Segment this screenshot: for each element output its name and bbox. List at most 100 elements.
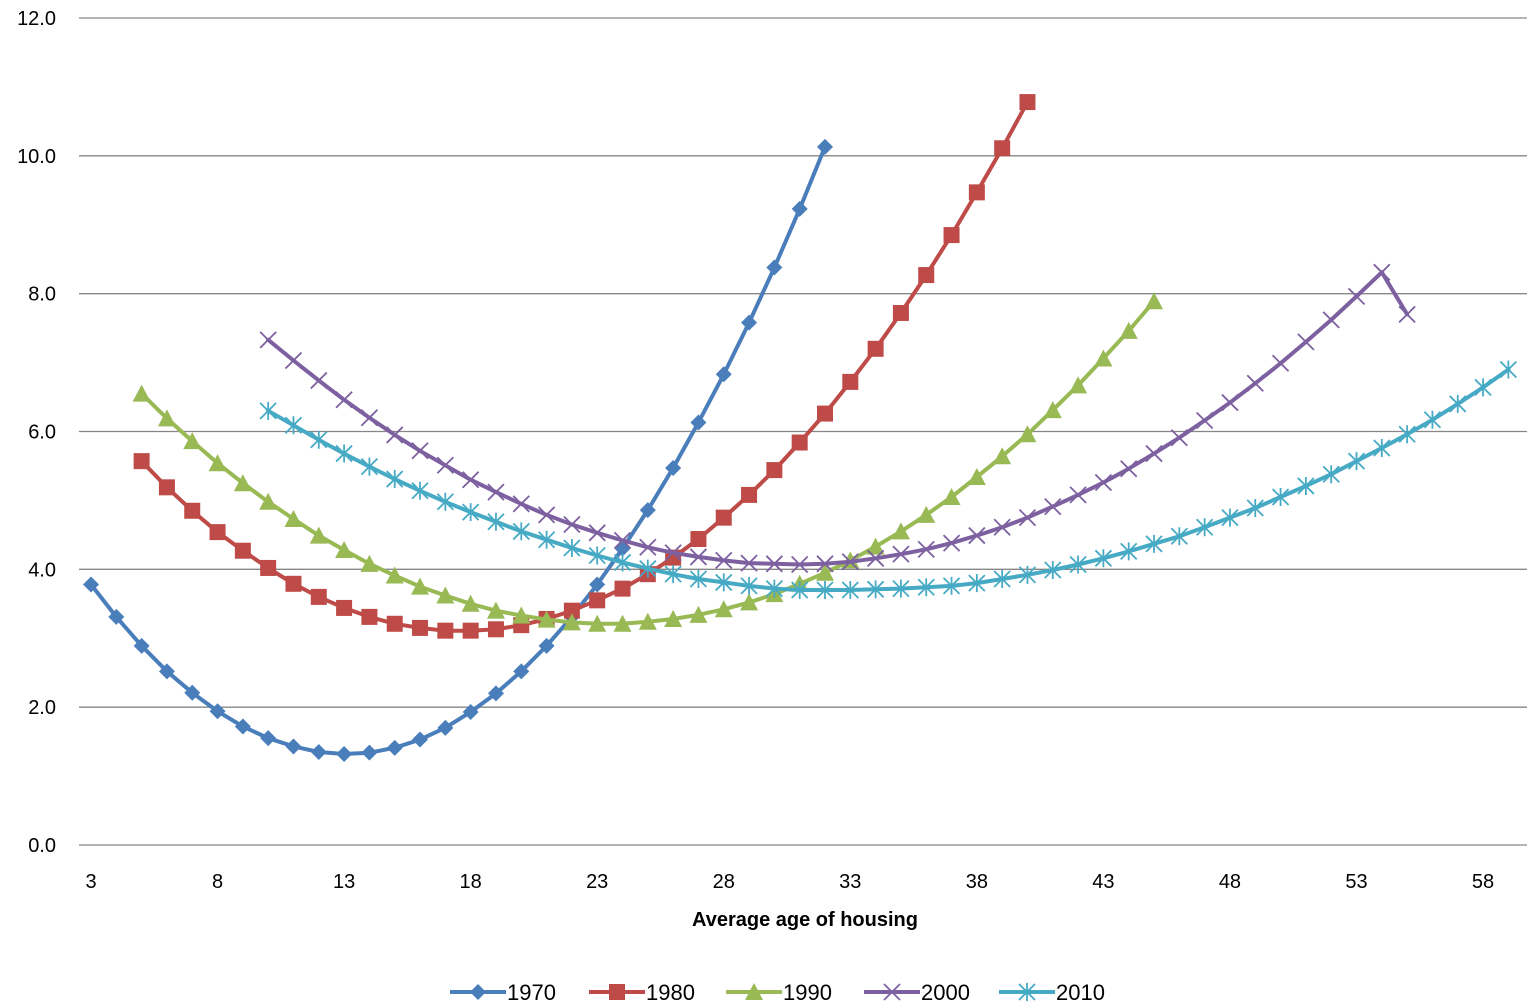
data-point: [841, 553, 859, 571]
x-tick-label: 53: [1345, 871, 1367, 893]
data-point: [260, 559, 277, 576]
data-point: [1398, 425, 1416, 444]
data-point: [411, 577, 430, 595]
data-point: [386, 470, 404, 489]
data-point: [335, 391, 353, 409]
legend-item-2000: 2000: [864, 980, 970, 1005]
data-point: [386, 426, 404, 444]
data-point: [1018, 565, 1037, 584]
data-point: [841, 581, 859, 600]
data-point: [462, 503, 480, 522]
legend: 1970 1980 1990 2000 2010: [450, 980, 1105, 1005]
data-point: [714, 600, 733, 618]
data-point: [588, 524, 606, 542]
data-point: [968, 574, 986, 593]
data-point: [816, 138, 833, 155]
data-point: [892, 304, 909, 321]
data-point: [462, 471, 480, 489]
data-point: [436, 492, 454, 511]
data-point: [715, 551, 733, 570]
data-point: [815, 563, 834, 581]
data-point: [183, 432, 202, 450]
data-point: [690, 531, 707, 548]
legend-marker: [609, 984, 625, 1000]
legend-item-1990: 1990: [726, 980, 832, 1005]
legend-item-2010: 2010: [999, 980, 1105, 1005]
data-point: [715, 573, 733, 592]
data-point: [664, 565, 682, 584]
data-point: [993, 569, 1011, 588]
series-1970: [83, 138, 833, 763]
data-point: [715, 366, 732, 383]
data-point: [765, 579, 784, 598]
data-point: [917, 505, 936, 523]
data-point: [614, 580, 631, 597]
y-tick-label: 10.0: [17, 146, 56, 168]
data-point: [386, 739, 403, 756]
data-point: [209, 703, 226, 720]
data-point: [1246, 374, 1264, 392]
data-point: [816, 405, 833, 422]
legend-marker: [883, 983, 901, 1001]
series-lines: [83, 94, 1517, 763]
data-point: [993, 447, 1012, 465]
legend-label: 2000: [921, 980, 970, 1005]
data-point: [1221, 393, 1239, 412]
data-point: [83, 576, 99, 593]
data-point: [537, 530, 556, 549]
data-point: [968, 184, 985, 201]
data-point: [664, 609, 683, 627]
data-point: [639, 559, 657, 578]
data-point: [740, 593, 759, 611]
data-point: [158, 663, 175, 680]
data-point: [791, 555, 809, 574]
data-point: [512, 522, 530, 541]
data-point: [639, 502, 656, 519]
data-point: [563, 538, 581, 557]
data-point: [1373, 439, 1391, 458]
data-point: [487, 685, 504, 702]
data-point: [1297, 476, 1315, 495]
data-point: [1449, 394, 1467, 413]
data-point: [1069, 555, 1087, 574]
data-point: [285, 738, 302, 755]
data-point: [866, 580, 885, 599]
data-point: [437, 719, 454, 736]
x-axis-tick-labels: 3 8 13 18 23 28 33 38 43 48 53 58: [85, 871, 1494, 893]
data-point: [412, 619, 429, 636]
data-point: [866, 549, 885, 567]
data-point: [816, 555, 834, 573]
data-point: [1271, 354, 1290, 372]
data-point: [360, 457, 379, 476]
data-point: [436, 456, 454, 474]
data-point: [310, 588, 327, 605]
x-tick-label: 8: [212, 871, 223, 893]
data-point: [1120, 460, 1138, 478]
data-point: [486, 601, 505, 619]
data-point: [1246, 498, 1264, 517]
data-point: [891, 522, 910, 540]
data-point: [234, 542, 251, 559]
data-point: [361, 744, 378, 761]
y-tick-label: 8.0: [28, 284, 56, 306]
data-point: [917, 578, 935, 597]
data-point: [942, 576, 961, 595]
legend-label: 2010: [1056, 980, 1105, 1005]
data-point: [1170, 429, 1188, 447]
data-point: [613, 614, 632, 632]
data-point: [157, 409, 176, 427]
data-point: [1094, 473, 1113, 492]
data-point: [310, 371, 328, 390]
data-point: [1119, 321, 1138, 339]
data-point: [436, 586, 455, 604]
data-point: [589, 576, 606, 593]
data-point: [740, 554, 758, 572]
data-point: [766, 259, 783, 276]
data-point: [259, 401, 277, 420]
data-point: [208, 454, 227, 472]
data-point: [133, 453, 150, 470]
data-point: [766, 462, 783, 479]
data-point: [461, 594, 480, 612]
data-point: [209, 524, 226, 541]
